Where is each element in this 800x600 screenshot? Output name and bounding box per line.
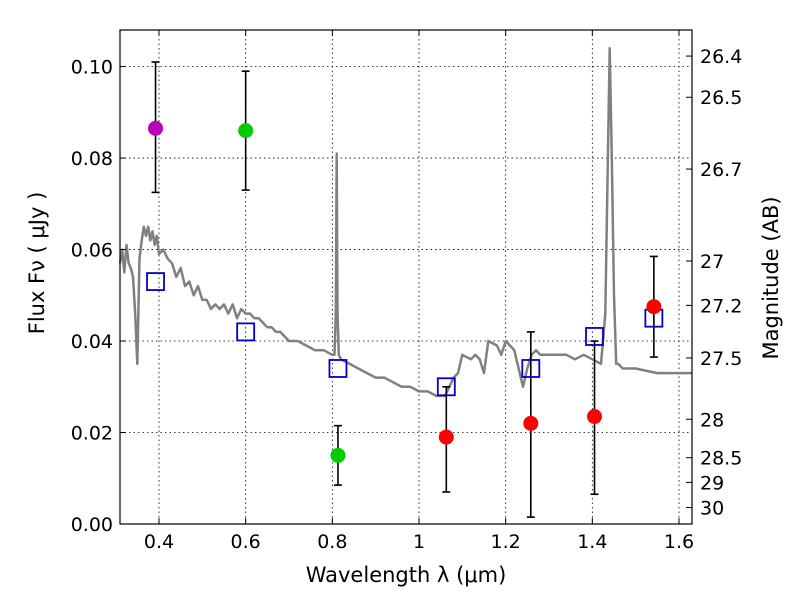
observed-point	[238, 123, 254, 139]
y-tick-label: 0.10	[71, 57, 113, 79]
x-tick-label: 0.4	[144, 531, 174, 553]
y-tick-label: 0.08	[71, 148, 113, 170]
y-tick-label: 0.00	[71, 514, 113, 536]
y2-tick-label: 29	[700, 472, 724, 494]
y2-tick-label: 27	[700, 251, 724, 273]
x-tick-label: 1.4	[577, 531, 607, 553]
x-tick-label: 1.2	[491, 531, 521, 553]
model-photometry-square	[585, 327, 604, 346]
y2-tick-label: 26.4	[700, 46, 742, 68]
axis-layer: 0.4 0.6 0.8 1 1.2 1.4 1.6 0.00 0.02 0.04 0.06 0.08 0…	[71, 30, 742, 553]
model-photometry-square	[521, 359, 541, 378]
y2-tick-label: 27.2	[700, 295, 742, 317]
model-photometry-square	[436, 377, 456, 397]
y-tick-label: 0.04	[71, 331, 113, 353]
x-tick-label: 0.8	[317, 531, 347, 553]
y2-tick-label: 28	[700, 409, 724, 431]
model-photometry-square	[146, 272, 165, 291]
observed-photometry-layer	[148, 120, 662, 463]
y-axis-label: Flux Fν ( μJy )	[25, 192, 49, 335]
x-axis-label: Wavelength λ (μm)	[306, 563, 507, 587]
y2-tick-label: 30	[700, 498, 724, 520]
observed-point	[523, 415, 539, 431]
spectrum-layer	[118, 47, 692, 398]
observed-point	[438, 429, 454, 445]
x-tick-label: 0.6	[231, 531, 261, 553]
x-tick-label: 1	[413, 531, 425, 553]
y2-tick-label: 26.7	[700, 159, 742, 181]
model-photometry-layer	[146, 272, 664, 397]
y-tick-label: 0.02	[71, 423, 113, 445]
y2-tick-label: 26.5	[700, 87, 742, 109]
observed-point	[330, 447, 346, 463]
model-spectrum-line	[118, 47, 692, 398]
observed-point	[148, 120, 164, 136]
errorbar-layer	[151, 61, 658, 518]
observed-point	[587, 409, 602, 425]
y-tick-label: 0.06	[71, 240, 113, 262]
observed-point	[646, 299, 662, 315]
y2-axis-label: Magnitude (AB)	[759, 196, 783, 359]
model-photometry-square	[328, 359, 348, 378]
y2-tick-label: 28.5	[700, 448, 742, 470]
y2-tick-label: 27.5	[700, 348, 742, 370]
model-photometry-square	[236, 322, 256, 342]
x-tick-label: 1.6	[664, 531, 694, 553]
plot-frame	[119, 29, 693, 525]
